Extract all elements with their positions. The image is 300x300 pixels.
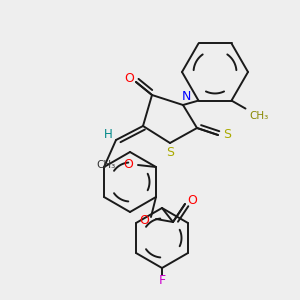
Text: O: O (187, 194, 197, 208)
Text: S: S (223, 128, 231, 142)
Text: H: H (103, 128, 112, 142)
Text: O: O (124, 71, 134, 85)
Text: CH₃: CH₃ (250, 111, 269, 121)
Text: CH₃: CH₃ (97, 160, 116, 170)
Text: O: O (139, 214, 149, 226)
Text: O: O (123, 158, 133, 172)
Text: F: F (158, 274, 166, 286)
Text: N: N (181, 91, 191, 103)
Text: S: S (166, 146, 174, 160)
